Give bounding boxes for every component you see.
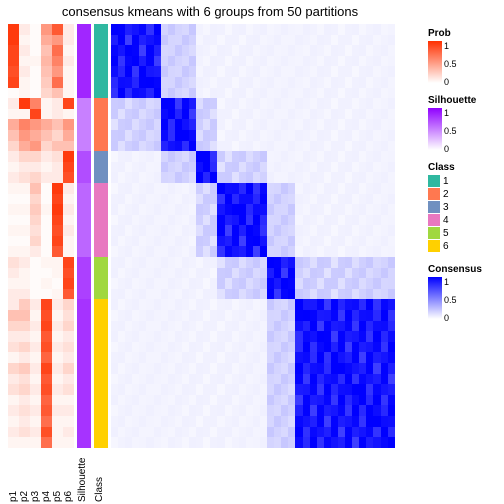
consensus-column bbox=[146, 24, 153, 448]
consensus-column bbox=[267, 24, 274, 448]
consensus-column bbox=[310, 24, 317, 448]
class-legend-item: 3 bbox=[428, 201, 500, 213]
consensus-column bbox=[253, 24, 260, 448]
legend-consensus: Consensus 10.50 bbox=[428, 264, 500, 319]
p-column bbox=[30, 24, 41, 448]
silh-gradient bbox=[428, 108, 442, 150]
cons-gradient bbox=[428, 277, 442, 319]
consensus-column bbox=[295, 24, 302, 448]
consensus-column bbox=[168, 24, 175, 448]
legend-title: Consensus bbox=[428, 264, 500, 275]
page-title: consensus kmeans with 6 groups from 50 p… bbox=[0, 4, 420, 19]
consensus-column bbox=[338, 24, 345, 448]
consensus-column bbox=[281, 24, 288, 448]
class-swatch bbox=[428, 175, 440, 187]
consensus-column bbox=[352, 24, 359, 448]
consensus-column bbox=[154, 24, 161, 448]
p-column bbox=[63, 24, 74, 448]
legend-silh: Silhouette 10.50 bbox=[428, 95, 500, 150]
p-column bbox=[8, 24, 19, 448]
consensus-column bbox=[359, 24, 366, 448]
x-label: p4 bbox=[41, 454, 52, 502]
x-label: p3 bbox=[30, 454, 41, 502]
consensus-column bbox=[196, 24, 203, 448]
class-legend-item: 1 bbox=[428, 175, 500, 187]
x-label: p5 bbox=[52, 454, 63, 502]
legend-title: Class bbox=[428, 162, 500, 173]
class-column bbox=[94, 24, 108, 448]
consensus-column bbox=[189, 24, 196, 448]
consensus-column bbox=[161, 24, 168, 448]
consensus-column bbox=[388, 24, 395, 448]
class-swatch bbox=[428, 214, 440, 226]
class-legend-item: 5 bbox=[428, 227, 500, 239]
consensus-column bbox=[203, 24, 210, 448]
consensus-column bbox=[366, 24, 373, 448]
consensus-column bbox=[274, 24, 281, 448]
consensus-column bbox=[288, 24, 295, 448]
class-legend-item: 4 bbox=[428, 214, 500, 226]
consensus-column bbox=[239, 24, 246, 448]
x-label: Silhouette bbox=[77, 454, 94, 502]
consensus-column bbox=[331, 24, 338, 448]
x-label: Class bbox=[94, 454, 111, 502]
consensus-column bbox=[345, 24, 352, 448]
class-legend-item: 2 bbox=[428, 188, 500, 200]
consensus-column bbox=[373, 24, 380, 448]
consensus-column bbox=[260, 24, 267, 448]
consensus-column bbox=[381, 24, 388, 448]
prob-gradient bbox=[428, 41, 442, 83]
consensus-column bbox=[175, 24, 182, 448]
consensus-column bbox=[246, 24, 253, 448]
class-swatch bbox=[428, 240, 440, 252]
x-label: p6 bbox=[63, 454, 77, 502]
legend-title: Silhouette bbox=[428, 95, 500, 106]
consensus-column bbox=[132, 24, 139, 448]
consensus-column bbox=[118, 24, 125, 448]
legend-class: Class 123456 bbox=[428, 162, 500, 252]
p-column bbox=[52, 24, 63, 448]
consensus-column bbox=[324, 24, 331, 448]
consensus-column bbox=[303, 24, 310, 448]
class-swatch bbox=[428, 201, 440, 213]
p-column bbox=[41, 24, 52, 448]
consensus-column bbox=[210, 24, 217, 448]
legend-title: Prob bbox=[428, 28, 500, 39]
consensus-column bbox=[182, 24, 189, 448]
x-label: p2 bbox=[19, 454, 30, 502]
consensus-column bbox=[125, 24, 132, 448]
p-column bbox=[19, 24, 30, 448]
consensus-column bbox=[139, 24, 146, 448]
legend-prob: Prob 10.50 bbox=[428, 28, 500, 83]
consensus-column bbox=[232, 24, 239, 448]
heatmap-body bbox=[8, 24, 395, 448]
x-axis-labels: p1p2p3p4p5p6SilhouetteClass bbox=[8, 454, 111, 502]
class-swatch bbox=[428, 188, 440, 200]
class-swatch bbox=[428, 227, 440, 239]
silhouette-column bbox=[77, 24, 91, 448]
consensus-column bbox=[217, 24, 224, 448]
x-label: p1 bbox=[8, 454, 19, 502]
class-legend-item: 6 bbox=[428, 240, 500, 252]
consensus-column bbox=[317, 24, 324, 448]
legends: Prob 10.50 Silhouette 10.50 Class 123456… bbox=[428, 28, 500, 331]
consensus-column bbox=[225, 24, 232, 448]
consensus-column bbox=[111, 24, 118, 448]
